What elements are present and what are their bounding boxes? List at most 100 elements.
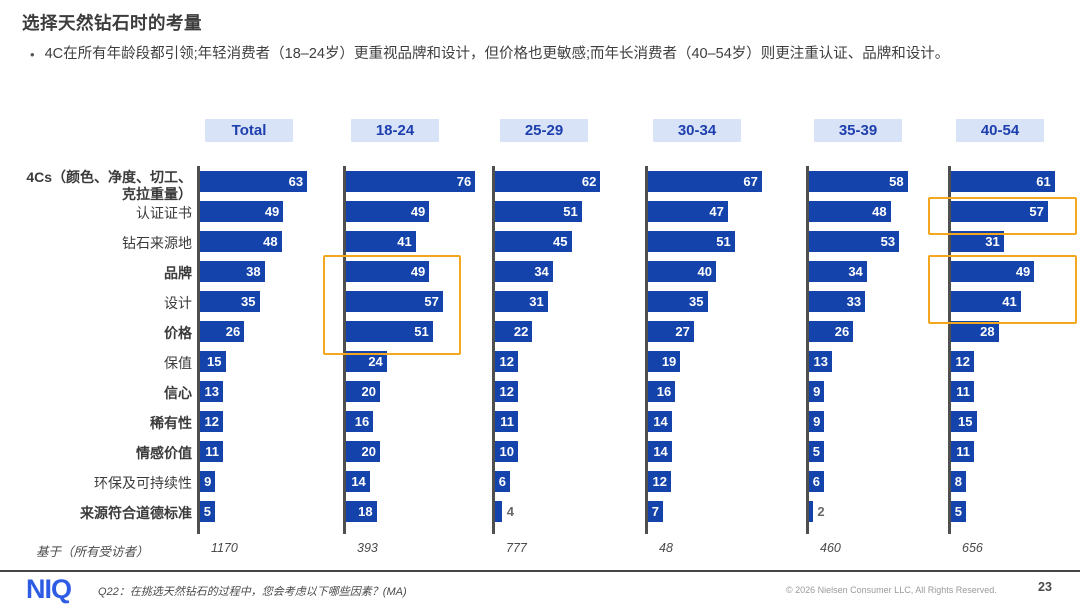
bar-row: 13 [200,381,340,402]
chart-column-18-24: 76 49 41 49 57 51 24 20 16 20 14 18 [343,166,486,534]
bar: 40 [648,261,716,282]
category-label: 保值 [164,354,192,371]
bar-row: 45 [495,231,635,252]
bar-row: 5 [951,501,1080,522]
footer-divider [0,570,1080,572]
bar: 49 [346,261,430,282]
bar-row: 15 [200,351,340,372]
base-size: 393 [357,541,378,555]
bar-value-label: 4 [506,504,515,519]
bar-row: 19 [648,351,788,372]
bar-row: 28 [951,321,1080,342]
category-label: 价格 [164,324,192,341]
category-label: 品牌 [164,264,192,281]
page-title: 选择天然钻石时的考量 [22,13,202,33]
bar-row: 10 [495,441,635,462]
bar: 51 [648,231,735,252]
bar-row: 34 [495,261,635,282]
column-header-35-39: 35-39 [814,119,902,142]
category-label: 钻石来源地 [122,234,192,251]
bar [495,501,502,522]
summary-bullet: • 4C在所有年龄段都引领;年轻消费者（18–24岁）更重视品牌和设计，但价格也… [30,44,1054,66]
bar-row: 5 [809,441,949,462]
bar-row: 61 [951,171,1080,192]
bar: 10 [495,441,518,462]
category-label: 信心 [164,384,192,401]
bar-row: 51 [346,321,486,342]
chart-column-40-54: 61 57 31 49 41 28 12 11 15 11 8 5 [948,166,1080,534]
bar-row: 51 [495,201,635,222]
bar: 22 [495,321,533,342]
bar: 9 [809,411,825,432]
chart-column-25-29: 62 51 45 34 31 22 12 12 11 10 6 4 [492,166,635,534]
bar [809,501,813,522]
bar: 33 [809,291,866,312]
bar-row: 49 [951,261,1080,282]
niq-logo: NIQ [26,574,72,604]
bar: 12 [200,411,223,432]
bullet-icon: • [30,47,35,62]
bar: 31 [951,231,1004,252]
bar-row: 26 [200,321,340,342]
bar-row: 6 [809,471,949,492]
bar: 20 [346,441,380,462]
bar-row: 63 [200,171,340,192]
category-label: 设计 [164,294,192,311]
bar-row: 13 [809,351,949,372]
bar-row: 14 [648,441,788,462]
bar: 48 [200,231,282,252]
summary-text: 4C在所有年龄段都引领;年轻消费者（18–24岁）更重视品牌和设计，但价格也更敏… [44,46,950,62]
bar: 47 [648,201,728,222]
bar-row: 6 [495,471,635,492]
bar-row: 49 [200,201,340,222]
bar-row: 8 [951,471,1080,492]
chart-column-35-39: 58 48 53 34 33 26 13 9 9 5 6 2 [806,166,949,534]
bar-row: 33 [809,291,949,312]
bar: 26 [200,321,245,342]
bar: 13 [200,381,223,402]
column-header-18-24: 18-24 [351,119,439,142]
bar: 62 [495,171,601,192]
bar-row: 48 [200,231,340,252]
base-size: 777 [506,541,527,555]
bar: 24 [346,351,387,372]
bar: 58 [809,171,908,192]
bar-row: 18 [346,501,486,522]
column-header-25-29: 25-29 [500,119,588,142]
bar: 26 [809,321,854,342]
bar: 14 [648,411,672,432]
bar-row: 14 [648,411,788,432]
bar: 9 [200,471,216,492]
bar: 7 [648,501,663,522]
bar: 48 [809,201,891,222]
column-header-40-54: 40-54 [956,119,1044,142]
bar-row: 12 [200,411,340,432]
bar-row: 2 [809,501,949,522]
bar: 12 [951,351,974,372]
bar: 27 [648,321,694,342]
bar: 49 [346,201,430,222]
bar: 45 [495,231,572,252]
bar: 12 [495,351,518,372]
bar: 57 [346,291,443,312]
bar: 5 [200,501,215,522]
bar: 61 [951,171,1055,192]
category-label: 稀有性 [150,414,192,431]
bar-row: 9 [200,471,340,492]
bar-row: 11 [951,441,1080,462]
bar: 14 [346,471,370,492]
chart-column-30-34: 67 47 51 40 35 27 19 16 14 14 12 7 [645,166,788,534]
bar: 19 [648,351,681,372]
bar-row: 14 [346,471,486,492]
bar: 14 [648,441,672,462]
bar-row: 51 [648,231,788,252]
bar: 12 [495,381,518,402]
bar: 51 [346,321,433,342]
bar-row: 12 [495,351,635,372]
base-size: 656 [962,541,983,555]
category-label: 来源符合道德标准 [80,504,192,521]
bar-row: 16 [648,381,788,402]
bar: 34 [809,261,867,282]
bar: 31 [495,291,548,312]
